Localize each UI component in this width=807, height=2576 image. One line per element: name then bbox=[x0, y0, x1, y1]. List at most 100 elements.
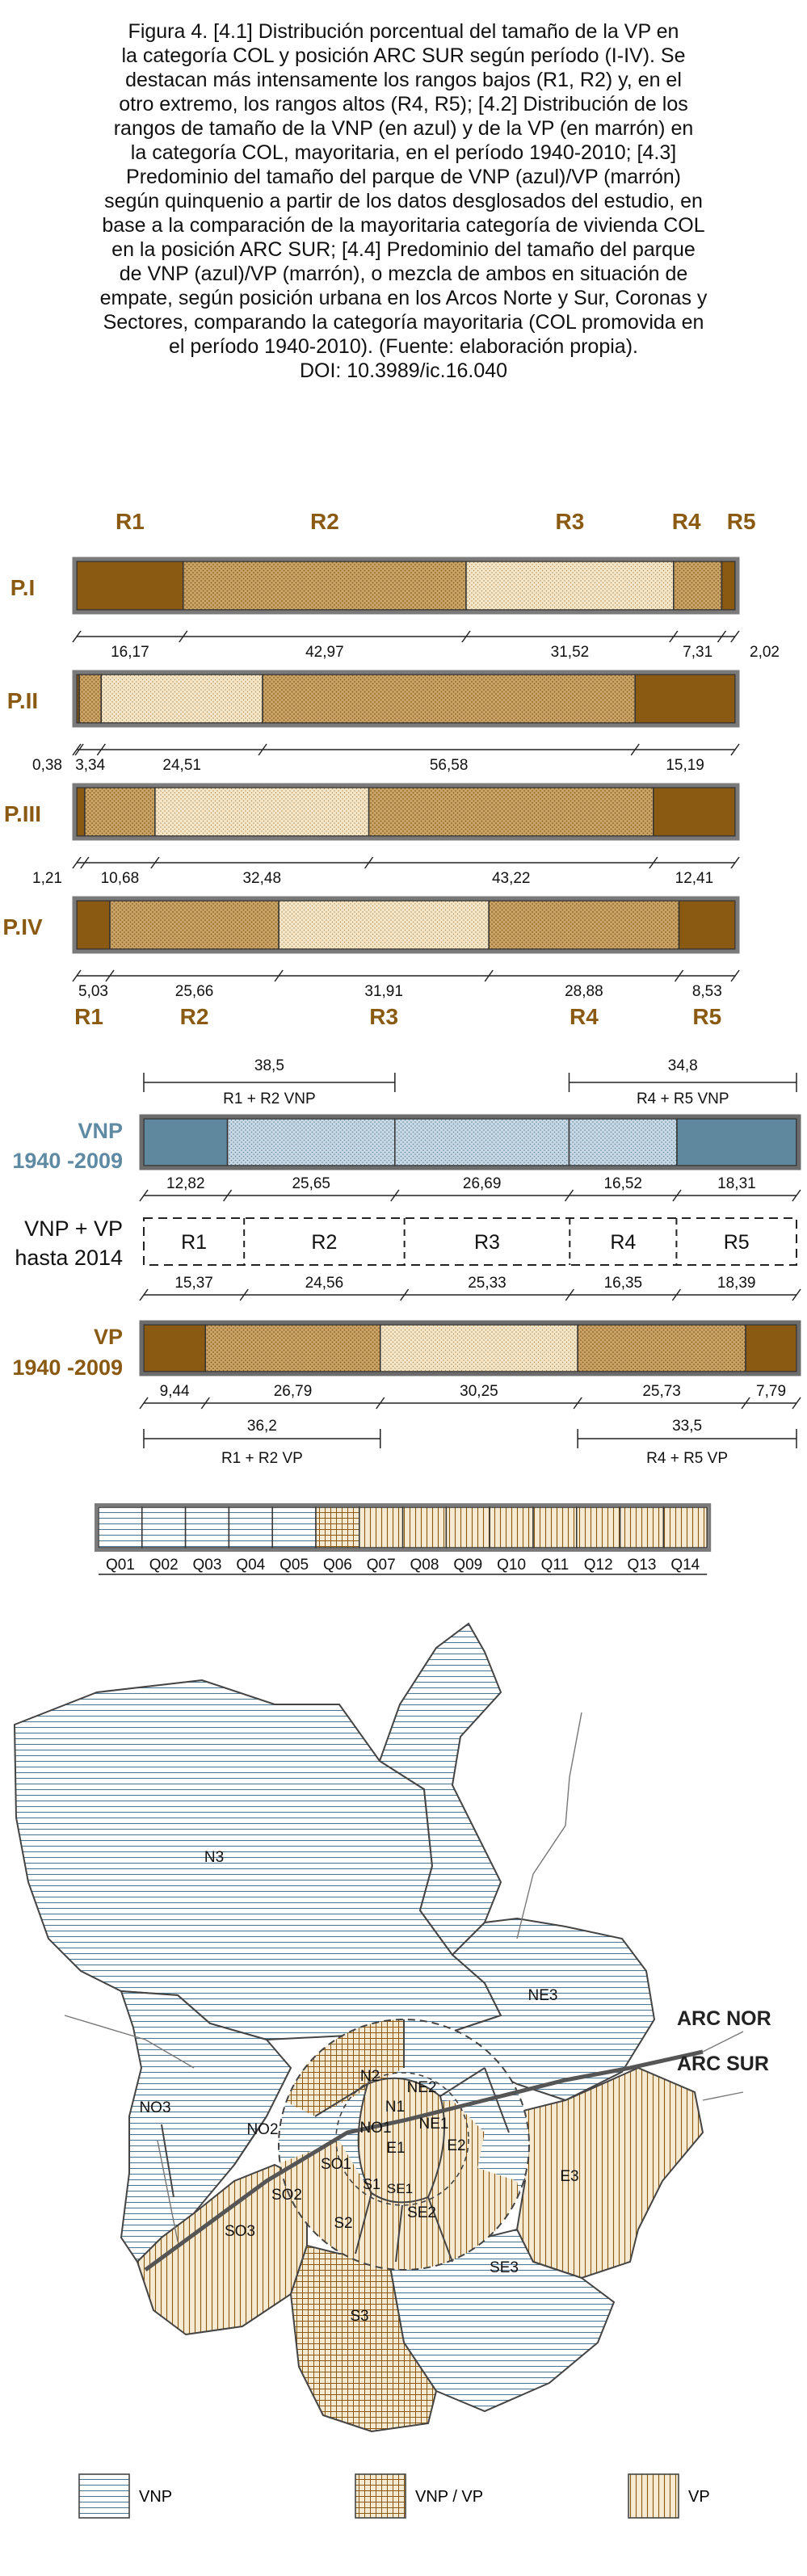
vnp-segment bbox=[394, 1118, 570, 1166]
combined-range-label: R1 bbox=[181, 1231, 207, 1254]
dimension-tick bbox=[72, 630, 82, 643]
segment-value-label: 24,51 bbox=[162, 757, 201, 774]
range-label-top: R4 bbox=[672, 509, 701, 534]
vnp-period: 1940 -2009 bbox=[12, 1149, 123, 1173]
figure-caption: Figura 4. [4.1] Distribución porcentual … bbox=[0, 19, 807, 383]
zone-label: N1 bbox=[385, 2099, 405, 2116]
vnp-value-label: 25,65 bbox=[292, 1175, 330, 1192]
dimension-tick bbox=[484, 969, 494, 982]
range-label-bottom: R2 bbox=[180, 1004, 209, 1029]
vnp-value-label: 18,31 bbox=[717, 1175, 756, 1192]
dimension-tick bbox=[80, 856, 90, 869]
zone-label: SE2 bbox=[407, 2204, 436, 2221]
combined-value-label: 24,56 bbox=[305, 1275, 344, 1292]
bar-segment bbox=[488, 900, 680, 950]
quinquennium-cell bbox=[401, 1507, 448, 1549]
quinquennium-label: Q05 bbox=[280, 1557, 309, 1574]
dimension-tick bbox=[222, 1189, 233, 1202]
quinquennium-cell bbox=[315, 1507, 360, 1549]
quinquennium-cell bbox=[662, 1507, 708, 1549]
zone-label: NO3 bbox=[139, 2099, 170, 2116]
dimension-tick bbox=[390, 1189, 400, 1202]
dimension-tick bbox=[674, 969, 684, 982]
combined-range-label: R2 bbox=[311, 1231, 337, 1254]
quinquennium-cell bbox=[619, 1507, 665, 1549]
segment-value-label: 31,52 bbox=[551, 644, 590, 661]
dimension-tick bbox=[741, 1397, 750, 1410]
dimension-tick bbox=[717, 630, 727, 643]
dimension-tick bbox=[792, 1189, 801, 1202]
bar-segment bbox=[368, 787, 654, 837]
quinquennium-cell bbox=[184, 1507, 230, 1549]
segment-value-label: 56,58 bbox=[430, 757, 469, 774]
bar-segment bbox=[78, 674, 103, 724]
caption-line: el período 1940-2010). (Fuente: elaborac… bbox=[169, 335, 638, 358]
bar-segment bbox=[678, 900, 736, 950]
vp-segment bbox=[204, 1324, 381, 1372]
zone-label: SE3 bbox=[490, 2259, 519, 2276]
vp-value-label: 26,79 bbox=[274, 1383, 313, 1400]
vp-bracket-high-value: 33,5 bbox=[672, 1418, 702, 1435]
quinquennium-label: Q04 bbox=[236, 1557, 265, 1574]
dimension-tick bbox=[669, 630, 679, 643]
quinquennium-cell bbox=[576, 1507, 621, 1549]
bar-segment bbox=[183, 561, 467, 611]
caption-line: de VNP (azul)/VP (marrón), o mezcla de a… bbox=[119, 263, 688, 285]
quinquennium-label: Q09 bbox=[453, 1557, 482, 1574]
quinquennium-label: Q14 bbox=[670, 1557, 700, 1574]
quinquennium-label: Q02 bbox=[149, 1557, 179, 1574]
dimension-tick bbox=[96, 743, 106, 756]
dimension-tick bbox=[730, 856, 740, 869]
dimension-tick bbox=[672, 1189, 682, 1202]
dimension-tick bbox=[792, 1288, 801, 1301]
quinquennium-label: Q10 bbox=[497, 1557, 526, 1574]
map-legend: VNP VNP / VP VP bbox=[78, 2473, 710, 2519]
caption-line: la categoría COL y posición ARC SUR segú… bbox=[121, 44, 686, 67]
combined-range-label: R3 bbox=[474, 1231, 500, 1254]
bar-segment bbox=[634, 674, 736, 724]
dimension-tick bbox=[150, 856, 160, 869]
range-label-bottom: R1 bbox=[74, 1004, 103, 1029]
arc-divider-line bbox=[144, 2049, 704, 2272]
bar-frame bbox=[139, 1320, 801, 1376]
segment-value-label: 12,41 bbox=[675, 870, 714, 887]
range-label-bottom: R5 bbox=[692, 1004, 721, 1029]
segment-value-label: 0,38 bbox=[32, 757, 62, 774]
dimension-tick bbox=[105, 969, 115, 982]
segment-value-label: 32,48 bbox=[242, 870, 281, 887]
caption-line: Sectores, comparando la categoría mayori… bbox=[103, 311, 704, 334]
vp-bracket-low-text: R1 + R2 VP bbox=[221, 1450, 303, 1467]
dimension-tick bbox=[400, 1288, 410, 1301]
dimension-tick bbox=[72, 969, 82, 982]
bar-segment bbox=[262, 674, 636, 724]
vnp-value-label: 16,52 bbox=[603, 1175, 642, 1192]
zone-label: NO2 bbox=[246, 2121, 278, 2138]
bar-frame bbox=[72, 896, 740, 954]
vp-period: 1940 -2009 bbox=[12, 1355, 123, 1380]
vnp-segment bbox=[568, 1118, 678, 1166]
segment-value-label: 1,21 bbox=[32, 870, 62, 887]
legend-label-vnp: VNP bbox=[139, 2488, 172, 2506]
vp-segment bbox=[379, 1324, 578, 1372]
quinquennium-cell bbox=[532, 1507, 578, 1549]
dimension-tick bbox=[258, 743, 267, 756]
zone-label: S2 bbox=[334, 2215, 352, 2232]
segment-value-label: 42,97 bbox=[305, 644, 344, 661]
range-label-top: R5 bbox=[727, 509, 756, 534]
inner-crown-outline bbox=[278, 2019, 530, 2271]
legend-swatch-vp bbox=[628, 2473, 679, 2519]
river-lines bbox=[64, 1712, 744, 2242]
dimension-tick bbox=[274, 969, 284, 982]
vnp-segment bbox=[676, 1118, 797, 1166]
dimension-tick bbox=[179, 630, 188, 643]
zone-label: S3 bbox=[350, 2308, 368, 2325]
vnp-value-label: 12,82 bbox=[166, 1175, 205, 1192]
caption-line: base a la comparación de la mayoritaria … bbox=[102, 214, 705, 237]
caption-line: la categoría COL, mayoritaria, en el per… bbox=[130, 141, 677, 164]
dimension-tick bbox=[630, 743, 640, 756]
strip-frame bbox=[95, 1503, 712, 1552]
bar-segment bbox=[721, 561, 736, 611]
